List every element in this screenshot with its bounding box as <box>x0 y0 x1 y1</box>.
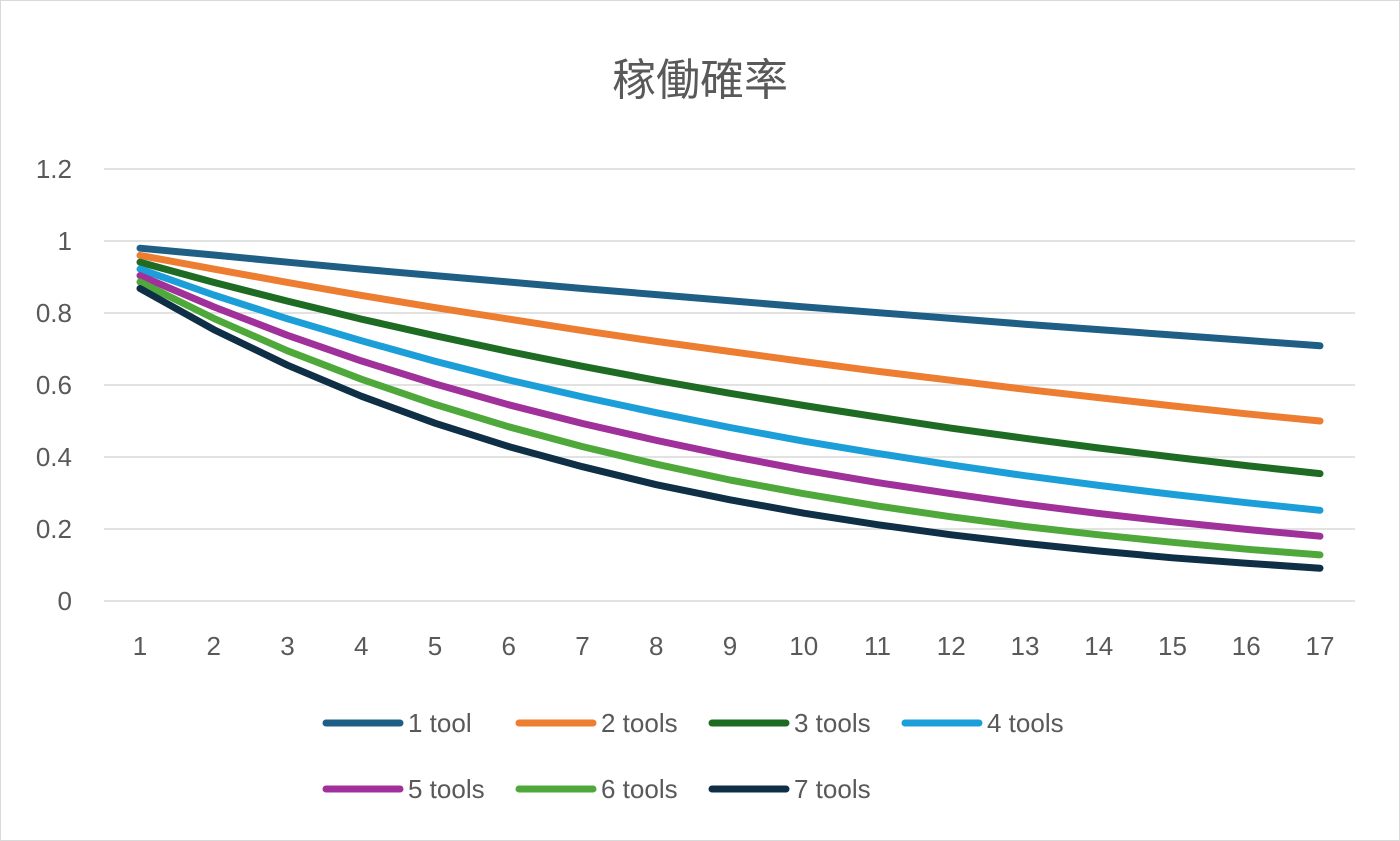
legend: 1 tool 2 tools 3 tools 4 tools 5 tools 6 tool… <box>322 708 1064 804</box>
x-tick-label: 10 <box>789 631 818 661</box>
legend-label: 3 tools <box>794 708 871 738</box>
series-line-5 <box>136 272 1324 540</box>
x-tick-label: 14 <box>1084 631 1113 661</box>
x-tick-label: 12 <box>937 631 966 661</box>
y-axis-ticks: 0 0.2 0.4 0.6 0.8 1 1.2 <box>36 154 72 616</box>
series-line-2 <box>136 251 1324 425</box>
x-tick-label: 9 <box>723 631 737 661</box>
y-tick-label: 1 <box>58 226 72 256</box>
x-axis-ticks: 1 2 3 4 5 6 7 8 9 10 11 12 13 14 15 16 17 <box>133 631 1335 661</box>
y-tick-label: 0.6 <box>36 370 72 400</box>
y-tick-label: 0.2 <box>36 514 72 544</box>
legend-item-3[interactable]: 3 tools <box>708 708 871 738</box>
legend-label: 7 tools <box>794 774 871 804</box>
x-tick-label: 8 <box>649 631 663 661</box>
x-tick-label: 17 <box>1306 631 1335 661</box>
series-line-7 <box>136 285 1324 572</box>
gridlines <box>104 168 1355 602</box>
series-line-1 <box>136 244 1324 350</box>
legend-item-5[interactable]: 5 tools <box>322 774 485 804</box>
y-tick-label: 0 <box>58 586 72 616</box>
series-line-3 <box>136 258 1324 478</box>
x-tick-label: 1 <box>133 631 147 661</box>
x-tick-label: 5 <box>428 631 442 661</box>
y-tick-label: 1.2 <box>36 154 72 184</box>
legend-label: 2 tools <box>601 708 678 738</box>
chart-title: 稼働確率 <box>612 55 788 106</box>
legend-item-7[interactable]: 7 tools <box>708 774 871 804</box>
x-tick-label: 6 <box>502 631 516 661</box>
x-tick-label: 4 <box>354 631 368 661</box>
legend-label: 1 tool <box>408 708 472 738</box>
y-tick-label: 0.8 <box>36 298 72 328</box>
x-tick-label: 2 <box>207 631 221 661</box>
series-lines <box>136 244 1324 572</box>
x-tick-label: 16 <box>1232 631 1261 661</box>
legend-item-2[interactable]: 2 tools <box>515 708 678 738</box>
x-tick-label: 3 <box>280 631 294 661</box>
x-tick-label: 15 <box>1158 631 1187 661</box>
legend-item-1[interactable]: 1 tool <box>322 708 472 738</box>
x-tick-label: 7 <box>575 631 589 661</box>
series-line-6 <box>136 278 1324 559</box>
x-tick-label: 11 <box>864 631 891 661</box>
x-tick-label: 13 <box>1011 631 1040 661</box>
series-line-4 <box>136 265 1324 514</box>
y-tick-label: 0.4 <box>36 442 72 472</box>
legend-item-6[interactable]: 6 tools <box>515 774 678 804</box>
legend-label: 6 tools <box>601 774 678 804</box>
legend-item-4[interactable]: 4 tools <box>901 708 1064 738</box>
legend-label: 5 tools <box>408 774 485 804</box>
legend-label: 4 tools <box>987 708 1064 738</box>
